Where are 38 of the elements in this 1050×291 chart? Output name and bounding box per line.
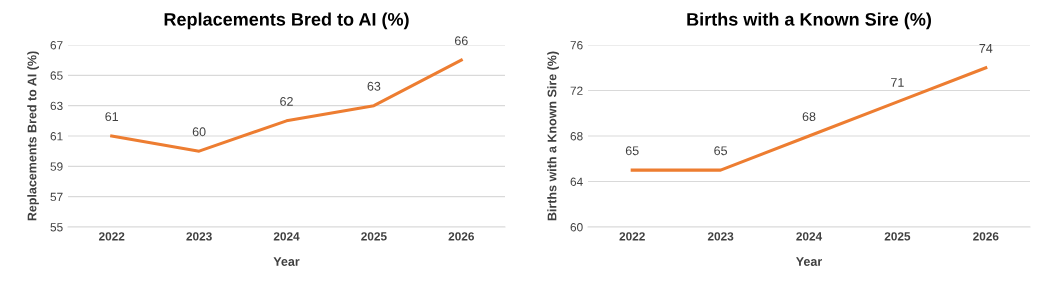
y-tick-label: 65 [50,71,63,80]
x-axis-title: Year [796,257,823,266]
y-tick-label: 55 [50,223,63,232]
x-tick-label: 2026 [973,232,999,241]
data-label: 60 [192,127,206,137]
y-tick-label: 72 [570,86,583,95]
data-label: 66 [454,36,468,46]
x-axis-title: Year [273,257,300,266]
data-label: 71 [891,78,904,87]
y-tick-label: 68 [570,132,583,141]
chart-title: Replacements Bred to AI (%) [164,12,409,30]
x-tick-label: 2023 [186,232,212,241]
x-tick-label: 2025 [361,232,387,241]
y-axis-title: Births with a Known Sire (%) [547,51,559,221]
y-tick-label: 63 [50,101,63,111]
y-tick-label: 60 [570,223,583,232]
x-tick-label: 2025 [884,232,911,241]
y-axis-title: Replacements Bred to AI (%) [27,51,39,221]
data-label: 65 [625,146,639,156]
data-label: 65 [714,146,728,156]
data-label: 63 [367,81,381,91]
y-tick-label: 67 [50,41,63,50]
x-tick-label: 2026 [448,232,475,241]
y-tick-label: 64 [570,177,583,186]
y-tick-label: 59 [50,162,63,171]
data-label: 68 [802,112,816,122]
x-tick-label: 2022 [98,232,125,241]
data-label: 74 [979,44,993,53]
x-tick-label: 2024 [273,232,300,241]
data-label: 61 [105,112,119,122]
y-tick-label: 57 [50,192,63,202]
chart-title: Births with a Known Sire (%) [687,12,931,30]
x-tick-label: 2022 [619,232,645,241]
x-tick-label: 2023 [707,232,734,241]
y-tick-label: 61 [50,132,63,141]
y-tick-label: 76 [570,41,583,50]
x-tick-label: 2024 [796,232,823,241]
data-label: 62 [280,97,293,106]
